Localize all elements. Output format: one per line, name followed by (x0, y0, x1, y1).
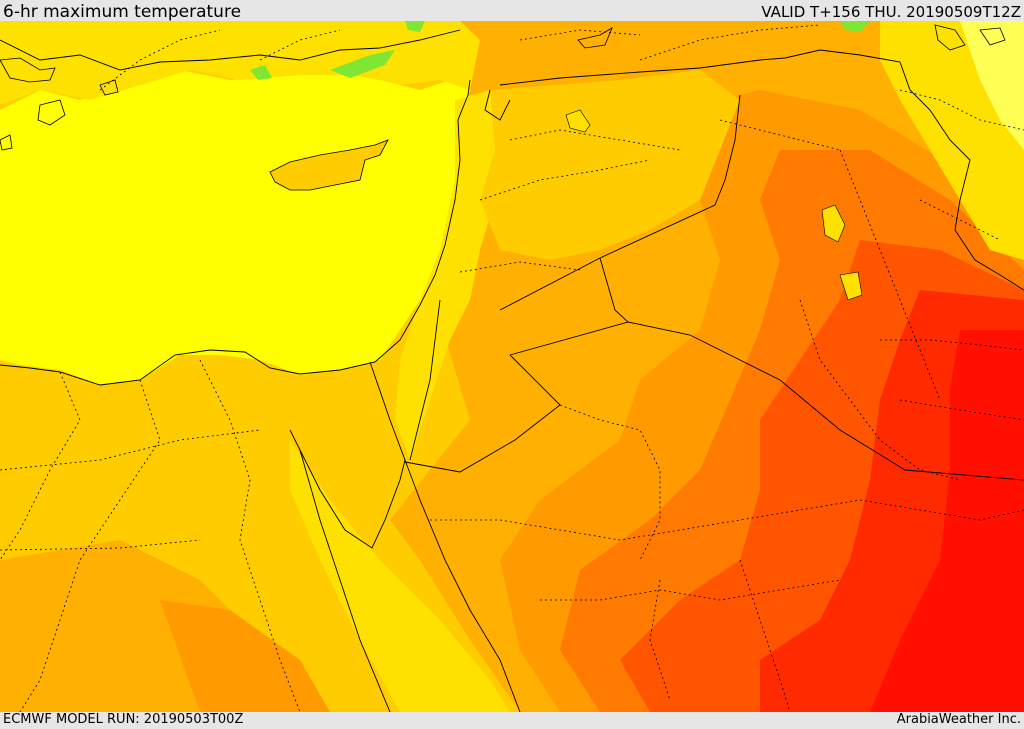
field-turkey (0, 21, 480, 105)
field-green-1 (330, 50, 395, 78)
field-ne-lightyellow (960, 21, 1024, 150)
credit: ArabiaWeather Inc. (896, 712, 1021, 727)
field-levant (395, 90, 510, 460)
lake-3 (565, 109, 591, 133)
valid-time: VALID T+156 THU. 20190509T12Z (761, 3, 1021, 21)
field-deep-red (870, 330, 1024, 712)
footer-bar: ECMWF MODEL RUN: 20190503T00Z ArabiaWeat… (0, 712, 1024, 729)
internal-boundaries (0, 24, 1024, 712)
island-cyprus (269, 139, 389, 191)
lake-1 (821, 204, 846, 243)
field-green-4 (840, 21, 870, 32)
field-egypt-orange-2 (160, 600, 330, 712)
coastlines (0, 29, 1024, 712)
field-green-3 (405, 21, 425, 32)
field-mediterranean (0, 70, 470, 385)
field-red-sea (290, 440, 510, 712)
map-canvas (0, 21, 1024, 712)
aegean-islands (0, 24, 1006, 151)
title-bar: 6-hr maximum temperature VALID T+156 THU… (0, 0, 1024, 22)
lake-2 (839, 271, 863, 301)
field-green-2 (250, 65, 272, 80)
field-syria-gold (480, 70, 740, 260)
temperature-map (0, 21, 1024, 712)
model-run: ECMWF MODEL RUN: 20190503T00Z (3, 712, 244, 727)
map-title: 6-hr maximum temperature (3, 2, 242, 22)
